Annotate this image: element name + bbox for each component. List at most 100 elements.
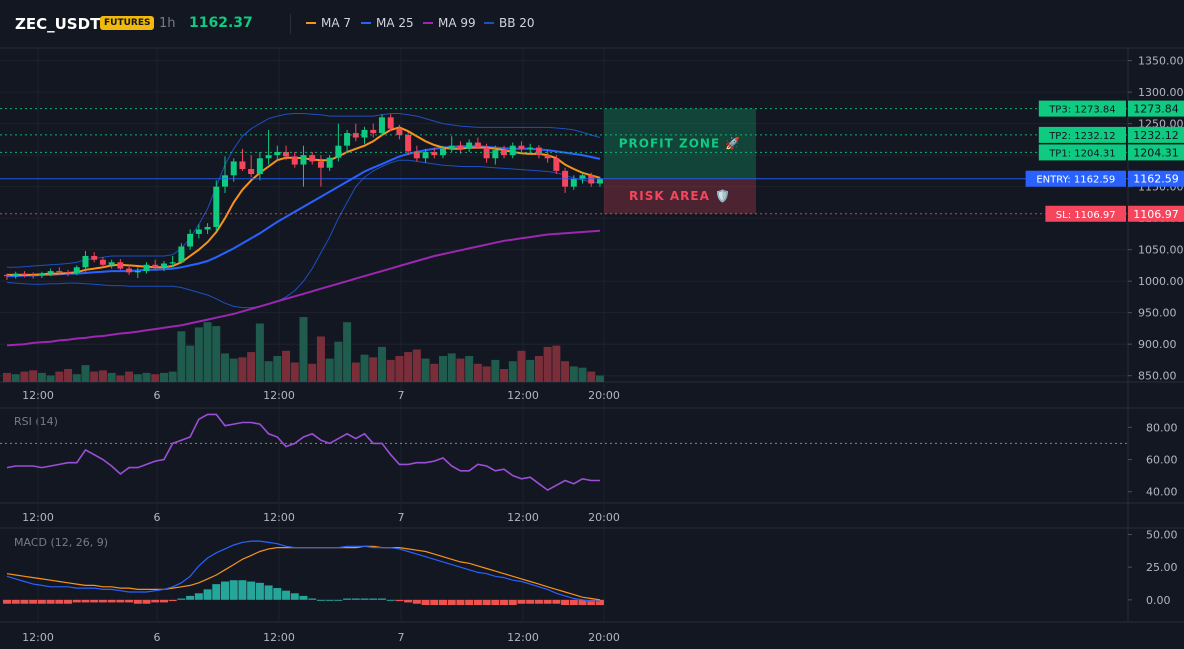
candle: [178, 246, 185, 263]
macd-y-tick-label: 0.00: [1146, 594, 1171, 607]
macd-hist-bar: [308, 598, 317, 600]
candle: [483, 147, 490, 159]
level-price-label: 1106.97: [1133, 208, 1179, 221]
level-price-tag: [1128, 170, 1184, 187]
legend-label: MA 7: [321, 16, 352, 30]
macd-hist-bar: [81, 599, 90, 603]
macd-hist-bar: [569, 599, 578, 606]
volume-bar: [595, 375, 604, 382]
risk-zone: [604, 178, 756, 214]
volume-bar: [543, 346, 552, 382]
macd-hist-bar: [142, 599, 151, 604]
candle: [370, 129, 377, 134]
volume-bar: [508, 361, 517, 382]
macd-hist-bar: [482, 599, 491, 606]
legend-ma99[interactable]: MA 99: [423, 16, 476, 30]
candle: [230, 161, 237, 176]
candle: [535, 147, 542, 156]
candle: [248, 168, 255, 175]
symbol-name[interactable]: ZEC_USDT: [15, 15, 101, 33]
volume-bar: [578, 367, 587, 382]
volume-bar: [151, 374, 160, 382]
volume-bar: [360, 354, 369, 382]
macd-hist-bar: [116, 599, 125, 603]
legend-label: BB 20: [499, 16, 535, 30]
macd-hist-bar: [168, 599, 177, 602]
timeframe-label[interactable]: 1h: [159, 16, 176, 31]
ma99-line: [6, 229, 601, 347]
candle: [570, 179, 577, 187]
candle: [413, 151, 420, 159]
volume-bar: [456, 358, 465, 382]
volume-bar: [377, 346, 386, 382]
x-tick-label: 12:00: [507, 511, 539, 524]
chart-header: ZEC_USDT FUTURES 1h 1162.37 MA 7 MA 25 M…: [0, 0, 1184, 48]
y-tick-label: 950.00: [1138, 307, 1177, 320]
candle: [474, 142, 481, 148]
volume-bar: [116, 375, 125, 382]
candle: [213, 186, 220, 227]
macd-hist-bar: [369, 598, 378, 600]
candle: [518, 145, 525, 149]
volume-bar: [439, 356, 447, 382]
level-price-label: 1232.12: [1133, 129, 1179, 142]
macd-hist-bar: [316, 599, 325, 601]
volume-bar: [517, 350, 526, 382]
macd-hist-bar: [159, 599, 168, 603]
macd-hist-bar: [186, 595, 195, 600]
macd-hist-bar: [552, 599, 561, 604]
macd-hist-bar: [290, 593, 299, 600]
macd-hist-bar: [561, 599, 570, 606]
legend-ma7[interactable]: MA 7: [306, 16, 351, 30]
volume-bar: [412, 349, 421, 382]
macd-hist-bar: [221, 581, 229, 600]
volume-bar: [98, 370, 107, 382]
volume-bar: [316, 336, 325, 382]
x-tick-label: 20:00: [588, 511, 620, 524]
macd-hist-bar: [20, 599, 29, 604]
candle: [239, 161, 246, 169]
x-tick-label: 6: [154, 389, 161, 402]
legend-ma25[interactable]: MA 25: [361, 16, 414, 30]
candle: [596, 179, 603, 184]
volume-bar: [229, 358, 238, 382]
macd-hist-bar: [439, 599, 447, 606]
candle: [579, 175, 586, 180]
volume-bar: [168, 371, 177, 382]
volume-bar: [212, 326, 221, 382]
macd-hist-bar: [64, 599, 73, 604]
legend-bb20[interactable]: BB 20: [484, 16, 535, 30]
level-tag: [1038, 144, 1126, 161]
candle: [309, 155, 316, 162]
level-tag: [1038, 100, 1126, 117]
candle: [99, 259, 106, 265]
macd-hist-bar: [177, 598, 186, 600]
level-price-label: 1273.84: [1133, 103, 1179, 116]
rsi-y-tick-label: 40.00: [1146, 486, 1178, 499]
macd-hist-bar: [395, 599, 404, 602]
macd-hist-bar: [98, 599, 107, 603]
macd-hist-bar: [125, 599, 134, 603]
candle: [422, 151, 429, 159]
candle: [265, 155, 272, 159]
x-tick-label: 12:00: [263, 511, 295, 524]
macd-hist-bar: [473, 599, 482, 606]
candle: [344, 133, 351, 146]
macd-hist-bar: [334, 599, 343, 601]
ma25-line: [7, 145, 601, 278]
volume-bar: [159, 372, 168, 382]
volume-bar: [37, 372, 46, 382]
candle: [283, 151, 290, 157]
futures-badge: FUTURES: [100, 16, 155, 30]
volume-bar: [20, 371, 29, 382]
macd-hist-bar: [430, 599, 439, 606]
bb-lower-line: [6, 159, 601, 309]
macd-hist-bar: [203, 589, 212, 600]
macd-hist-bar: [447, 599, 456, 606]
level-tag: [1025, 170, 1126, 187]
macd-hist-bar: [491, 599, 500, 606]
level-tag-label: TP1: 1204.31: [1048, 148, 1115, 159]
candle: [300, 155, 307, 165]
candle: [274, 151, 281, 156]
